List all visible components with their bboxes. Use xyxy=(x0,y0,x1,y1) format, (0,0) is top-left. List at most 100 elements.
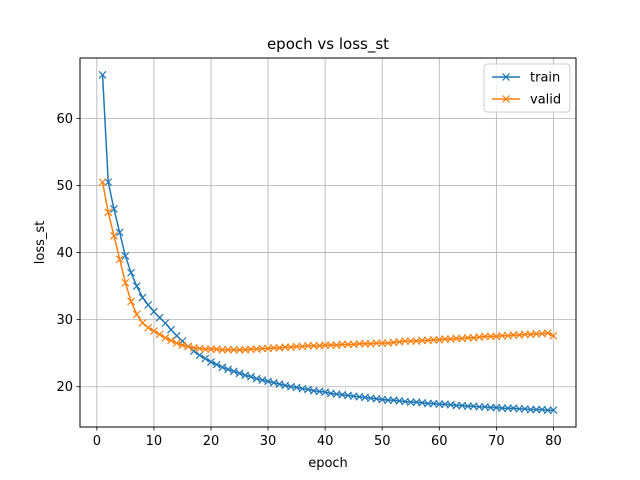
data-point-train xyxy=(498,404,507,413)
x-tick-label: 40 xyxy=(317,434,334,449)
data-point-train xyxy=(264,377,272,386)
y-axis-title: loss_st xyxy=(33,221,48,264)
data-point-valid xyxy=(132,310,141,319)
data-point-valid xyxy=(104,208,113,217)
data-point-train xyxy=(241,371,250,380)
data-point-valid xyxy=(326,341,335,350)
data-point-train xyxy=(104,178,113,187)
x-tick-label: 50 xyxy=(374,434,391,449)
data-point-valid xyxy=(149,327,158,335)
grid-lines xyxy=(80,58,576,427)
chart-title: epoch vs loss_st xyxy=(267,35,389,54)
data-point-train xyxy=(503,404,512,413)
y-tick-label: 20 xyxy=(56,380,73,395)
data-point-valid xyxy=(292,342,301,351)
data-point-train xyxy=(127,268,136,277)
data-point-valid xyxy=(481,332,489,341)
data-point-train xyxy=(121,251,130,260)
x-tick-label: 70 xyxy=(488,434,505,449)
data-point-valid xyxy=(338,340,347,349)
data-point-train xyxy=(98,70,107,79)
data-point-valid xyxy=(463,333,472,342)
data-point-valid xyxy=(247,345,255,354)
data-point-valid xyxy=(401,337,409,346)
data-point-valid xyxy=(378,339,387,348)
data-point-valid xyxy=(321,341,330,350)
data-point-train xyxy=(247,372,255,381)
data-point-train xyxy=(235,369,244,378)
legend-label-train: train xyxy=(530,71,560,86)
x-tick-label: 30 xyxy=(260,434,277,449)
data-point-valid xyxy=(172,339,181,348)
data-point-valid xyxy=(184,342,193,351)
legend-label-valid: valid xyxy=(530,93,561,108)
data-point-valid xyxy=(218,345,227,354)
data-point-valid xyxy=(224,345,233,354)
data-point-train xyxy=(384,396,392,405)
data-point-train xyxy=(144,300,153,309)
data-point-train xyxy=(229,367,238,376)
x-tick-label: 0 xyxy=(93,434,101,449)
data-point-valid xyxy=(520,330,529,339)
data-point-valid xyxy=(110,231,118,240)
data-point-train xyxy=(258,376,267,384)
data-point-train xyxy=(212,360,221,369)
x-tick-label: 10 xyxy=(146,434,163,449)
data-point-train xyxy=(269,378,278,387)
y-tick-label: 40 xyxy=(56,246,73,261)
data-point-valid xyxy=(509,331,518,340)
data-point-train xyxy=(486,403,495,412)
data-point-train xyxy=(224,365,233,374)
data-point-valid xyxy=(127,297,136,306)
series-layer xyxy=(98,70,558,415)
data-point-valid xyxy=(281,343,290,352)
legend-marker-train xyxy=(502,73,510,81)
data-point-train xyxy=(423,399,432,408)
data-point-train xyxy=(406,398,415,407)
data-point-valid xyxy=(235,345,244,354)
data-point-train xyxy=(515,404,524,413)
data-point-train xyxy=(463,402,472,411)
data-point-train xyxy=(195,351,204,360)
data-point-valid xyxy=(452,334,461,343)
legend: train valid xyxy=(483,63,571,113)
data-point-train xyxy=(304,385,312,394)
data-point-valid xyxy=(161,333,170,342)
data-point-valid xyxy=(309,341,318,350)
data-point-train xyxy=(115,228,124,237)
data-point-valid xyxy=(486,332,495,341)
y-tick-label: 50 xyxy=(56,179,73,194)
data-point-train xyxy=(292,383,301,392)
data-point-valid xyxy=(355,339,364,348)
data-point-valid xyxy=(543,329,552,337)
series-line-valid xyxy=(101,181,554,351)
data-point-train xyxy=(321,388,330,397)
data-point-train xyxy=(167,325,175,334)
data-point-valid xyxy=(344,340,352,349)
x-tick-label: 80 xyxy=(545,434,562,449)
data-point-train xyxy=(110,205,118,213)
y-tick-label: 60 xyxy=(56,112,73,127)
data-point-train xyxy=(252,374,261,383)
data-point-valid xyxy=(121,278,130,287)
data-point-valid xyxy=(144,323,153,332)
data-point-valid xyxy=(138,319,147,327)
data-point-train xyxy=(543,406,552,415)
x-axis-title: epoch xyxy=(308,456,348,471)
data-point-valid xyxy=(549,331,558,340)
data-point-valid xyxy=(155,330,164,339)
data-point-train xyxy=(549,406,558,415)
data-point-valid xyxy=(115,255,124,264)
data-point-valid xyxy=(269,343,278,352)
data-point-train xyxy=(275,380,284,388)
data-point-train xyxy=(138,293,147,302)
data-point-train xyxy=(475,402,484,411)
data-point-valid xyxy=(429,335,438,344)
data-point-train xyxy=(201,354,210,363)
data-point-train xyxy=(526,405,535,414)
data-point-train xyxy=(161,319,170,327)
plot-frame xyxy=(79,57,577,428)
y-tick-label: 30 xyxy=(56,313,73,328)
data-point-train xyxy=(218,363,227,372)
